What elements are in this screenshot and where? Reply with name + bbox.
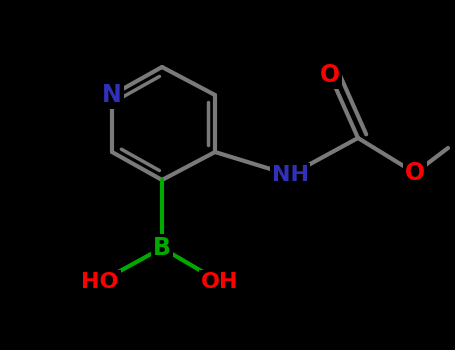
Text: OH: OH <box>201 272 239 292</box>
Text: NH: NH <box>272 165 308 185</box>
Text: O: O <box>405 161 425 185</box>
Text: HO: HO <box>81 272 119 292</box>
Text: B: B <box>153 236 171 260</box>
Text: N: N <box>102 83 122 107</box>
Text: O: O <box>320 63 340 87</box>
